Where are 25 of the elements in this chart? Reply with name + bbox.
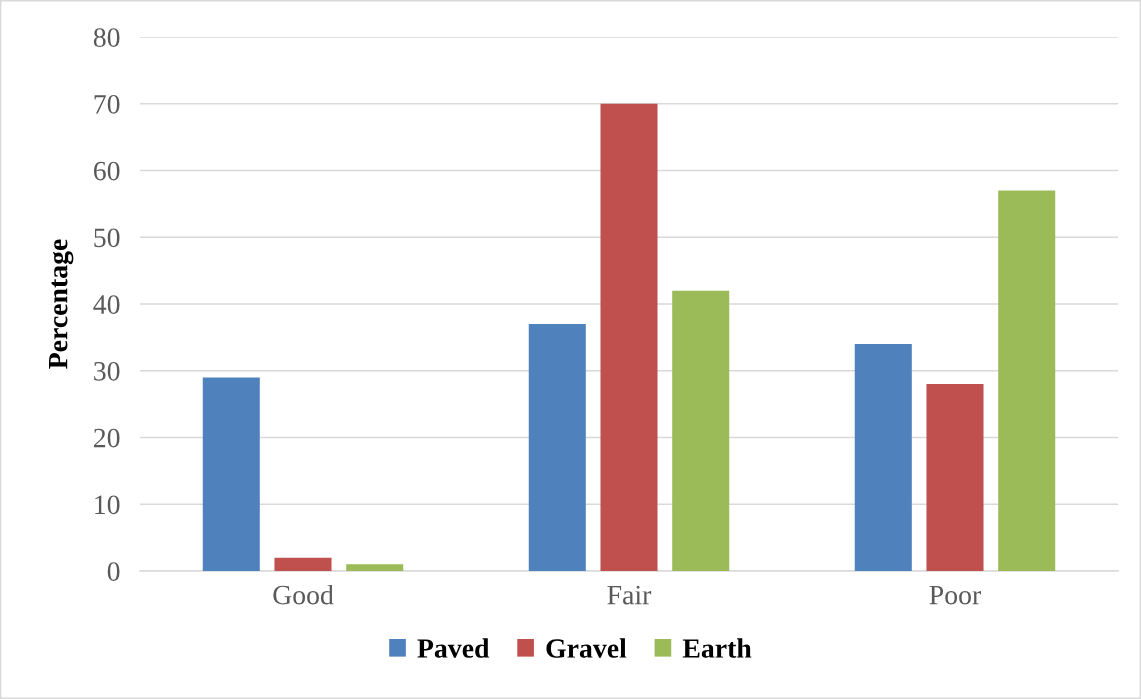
bar <box>274 557 332 571</box>
y-tick-label: 30 <box>94 361 120 381</box>
legend-label: Earth <box>682 638 752 658</box>
y-tick-label: 70 <box>94 94 120 114</box>
y-tick-label: 80 <box>93 28 120 47</box>
y-tick-label: 60 <box>93 161 120 181</box>
bar <box>672 290 730 571</box>
x-tick-label: Fair <box>607 585 652 605</box>
x-tick-label: Poor <box>929 585 981 605</box>
y-tick-label: 0 <box>107 562 120 581</box>
y-tick-label: 10 <box>95 495 120 515</box>
legend-label: Paved <box>417 638 490 658</box>
bar <box>998 190 1056 571</box>
y-axis-title: Percentage <box>49 239 74 369</box>
legend-label: Gravel <box>546 638 627 658</box>
y-tick-label: 20 <box>94 428 120 448</box>
x-tick-label: Good <box>273 584 334 605</box>
bar <box>926 384 984 571</box>
y-tick-label: 40 <box>93 295 120 314</box>
bar <box>600 103 658 571</box>
bar <box>528 324 586 571</box>
bar <box>854 344 912 571</box>
y-tick-label: 50 <box>94 228 120 248</box>
bar <box>346 564 404 571</box>
bar <box>202 377 260 571</box>
